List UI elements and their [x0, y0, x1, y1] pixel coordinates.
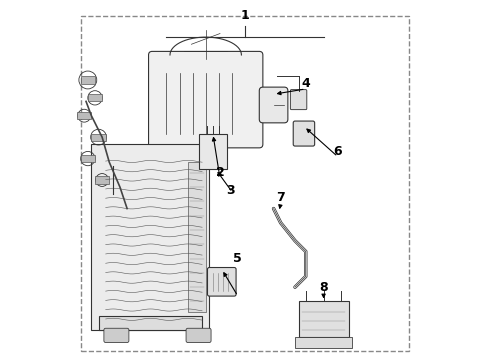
FancyBboxPatch shape — [198, 134, 227, 169]
Text: 3: 3 — [226, 184, 235, 197]
FancyBboxPatch shape — [188, 162, 206, 312]
FancyBboxPatch shape — [186, 328, 211, 342]
FancyBboxPatch shape — [259, 87, 288, 123]
Text: 1: 1 — [241, 9, 249, 22]
FancyBboxPatch shape — [92, 144, 209, 330]
Text: 7: 7 — [276, 192, 285, 204]
FancyBboxPatch shape — [92, 134, 106, 141]
FancyBboxPatch shape — [148, 51, 263, 148]
FancyBboxPatch shape — [81, 76, 95, 84]
FancyBboxPatch shape — [293, 121, 315, 146]
FancyBboxPatch shape — [291, 90, 307, 110]
FancyBboxPatch shape — [77, 112, 92, 119]
FancyBboxPatch shape — [98, 316, 202, 330]
FancyBboxPatch shape — [95, 176, 109, 184]
FancyBboxPatch shape — [81, 16, 409, 351]
Text: 2: 2 — [216, 166, 224, 179]
Text: 6: 6 — [334, 145, 342, 158]
FancyBboxPatch shape — [295, 337, 352, 348]
Text: 5: 5 — [233, 252, 242, 265]
Text: 8: 8 — [319, 281, 328, 294]
Text: 4: 4 — [301, 77, 310, 90]
FancyBboxPatch shape — [104, 328, 129, 342]
FancyBboxPatch shape — [298, 301, 348, 337]
FancyBboxPatch shape — [207, 267, 236, 296]
FancyBboxPatch shape — [81, 155, 95, 162]
FancyBboxPatch shape — [88, 94, 102, 102]
